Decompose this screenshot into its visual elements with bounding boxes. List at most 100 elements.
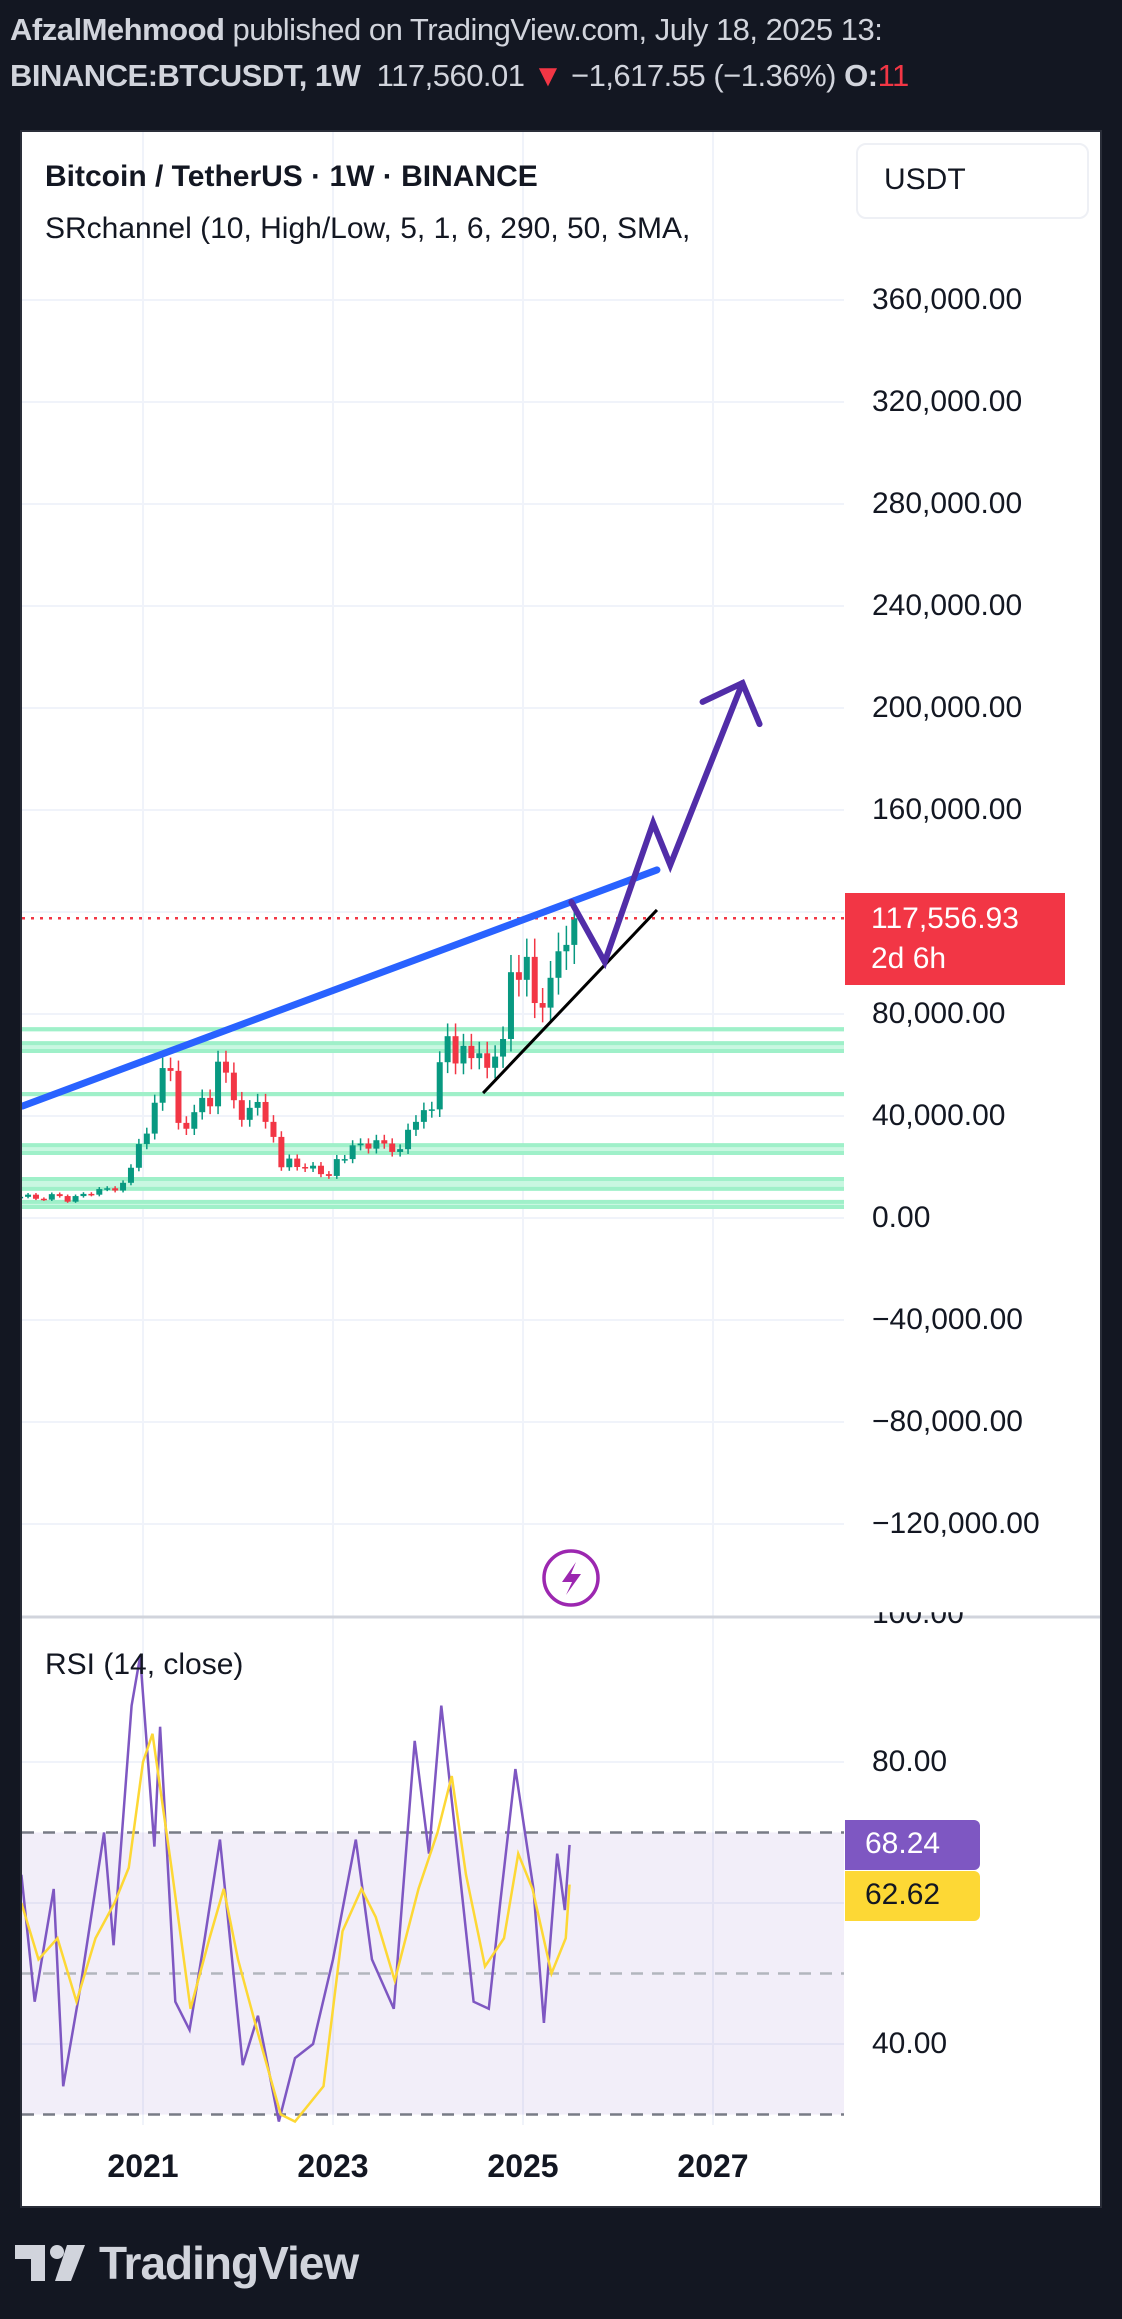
candle xyxy=(159,1068,166,1103)
price-axis-label: 200,000.00 xyxy=(872,691,1023,724)
publish-date: published on TradingView.com, July 18, 2… xyxy=(224,12,883,47)
support-trendline xyxy=(482,908,659,1095)
open-label: O: xyxy=(844,58,878,93)
open-value: 11 xyxy=(877,58,910,93)
candle xyxy=(207,1097,214,1107)
candle xyxy=(412,1121,419,1130)
candle xyxy=(325,1174,332,1176)
tradingview-logo[interactable]: TradingView xyxy=(15,2236,359,2290)
brand-name: TradingView xyxy=(99,2237,359,2289)
price-axis-label: 320,000.00 xyxy=(872,385,1023,418)
lightning-icon[interactable] xyxy=(542,1549,600,1607)
candle xyxy=(286,1158,293,1168)
last-price: 117,560.01 xyxy=(376,58,525,93)
rsi-legend[interactable]: RSI (14, close) xyxy=(45,1648,244,1681)
chart-legend-title[interactable]: Bitcoin / TetherUS · 1W · BINANCE xyxy=(45,160,538,193)
candle xyxy=(571,918,578,945)
candle xyxy=(48,1194,55,1200)
candle xyxy=(135,1144,142,1168)
rsi-pane[interactable] xyxy=(21,1656,844,2124)
sr-band xyxy=(22,1201,844,1208)
price-axis-label: 240,000.00 xyxy=(872,589,1023,622)
candle xyxy=(444,1036,451,1063)
candle xyxy=(215,1061,222,1107)
price-axis-label: −40,000.00 xyxy=(872,1303,1023,1336)
time-axis-label: 2027 xyxy=(677,2148,749,2184)
price-axis-label: 0.00 xyxy=(872,1201,931,1234)
author-name[interactable]: AfzalMehmood xyxy=(10,12,225,47)
price-axis-label: 360,000.00 xyxy=(872,283,1023,316)
candle xyxy=(507,972,514,1039)
candle xyxy=(167,1068,174,1071)
candle xyxy=(294,1158,301,1167)
candle xyxy=(492,1056,499,1068)
candle xyxy=(278,1136,285,1168)
candle xyxy=(25,1194,32,1197)
candle xyxy=(460,1045,467,1064)
candle xyxy=(112,1188,119,1191)
price-axis-label: 160,000.00 xyxy=(872,793,1023,826)
price-pane[interactable] xyxy=(17,678,844,1210)
candle xyxy=(96,1189,103,1195)
rsi-line xyxy=(22,1656,571,2122)
candle xyxy=(397,1149,404,1152)
candle xyxy=(373,1140,380,1149)
price-axis-label: 280,000.00 xyxy=(872,487,1023,520)
candle xyxy=(523,956,530,980)
candle xyxy=(143,1133,150,1145)
candle xyxy=(127,1167,134,1183)
candle xyxy=(262,1101,269,1122)
candle xyxy=(563,944,570,952)
candle xyxy=(183,1122,190,1129)
candle xyxy=(349,1145,356,1160)
time-axis-label: 2021 xyxy=(107,2148,179,2184)
candle xyxy=(270,1121,277,1137)
candle xyxy=(238,1100,245,1120)
price-axis-label: −120,000.00 xyxy=(872,1507,1040,1540)
price-change: −1,617.55 (−1.36%) xyxy=(570,58,837,93)
price-axis-label: 80,000.00 xyxy=(872,997,1006,1030)
resistance-trendline xyxy=(22,866,661,1110)
indicator-legend[interactable]: SRchannel (10, High/Low, 5, 1, 6, 290, 5… xyxy=(45,212,691,245)
candle xyxy=(555,951,562,978)
candle xyxy=(56,1194,63,1197)
candle xyxy=(80,1193,87,1197)
candle xyxy=(246,1107,253,1120)
rsi-axis-label: 80.00 xyxy=(872,1745,948,1778)
time-axis-label: 2023 xyxy=(297,2148,369,2184)
candle xyxy=(191,1112,198,1129)
rsi-ma-value-tag: 62.62 xyxy=(845,1871,980,1921)
candle xyxy=(357,1143,364,1146)
projection-path xyxy=(568,680,746,970)
candle xyxy=(531,956,538,1004)
candle xyxy=(547,977,554,1008)
candle xyxy=(500,1038,507,1057)
sr-band xyxy=(22,1043,844,1051)
rsi-axis-label: 40.00 xyxy=(872,2027,948,2060)
candle xyxy=(476,1053,483,1059)
rsi-axis-label: 100.00 xyxy=(872,1597,964,1630)
currency-button[interactable]: USDT xyxy=(856,143,1089,219)
candle xyxy=(484,1053,491,1068)
price-axis-label: −80,000.00 xyxy=(872,1405,1023,1438)
price-axis-label: 40,000.00 xyxy=(872,1099,1006,1132)
candle xyxy=(64,1196,71,1202)
candle xyxy=(405,1129,412,1150)
symbol-info: BINANCE:BTCUSDT, 1W 117,560.01 ▼ −1,617.… xyxy=(10,58,909,94)
projection-arrowhead xyxy=(699,678,763,728)
candle xyxy=(420,1110,427,1122)
candle xyxy=(151,1102,158,1134)
rsi-value-tag: 68.24 xyxy=(845,1820,980,1870)
rsi-ma-line xyxy=(22,1733,571,2124)
candle xyxy=(389,1143,396,1152)
candle xyxy=(436,1062,443,1110)
bar-countdown: 2d 6h xyxy=(871,942,947,975)
grid-lines xyxy=(22,132,844,2125)
publish-info: AfzalMehmood published on TradingView.co… xyxy=(10,12,883,48)
candle xyxy=(317,1165,324,1175)
candle xyxy=(22,1196,24,1199)
symbol-name: BINANCE:BTCUSDT, 1W xyxy=(10,58,361,93)
last-price-value: 117,556.93 xyxy=(871,902,1019,935)
time-axis-label: 2025 xyxy=(487,2148,559,2184)
